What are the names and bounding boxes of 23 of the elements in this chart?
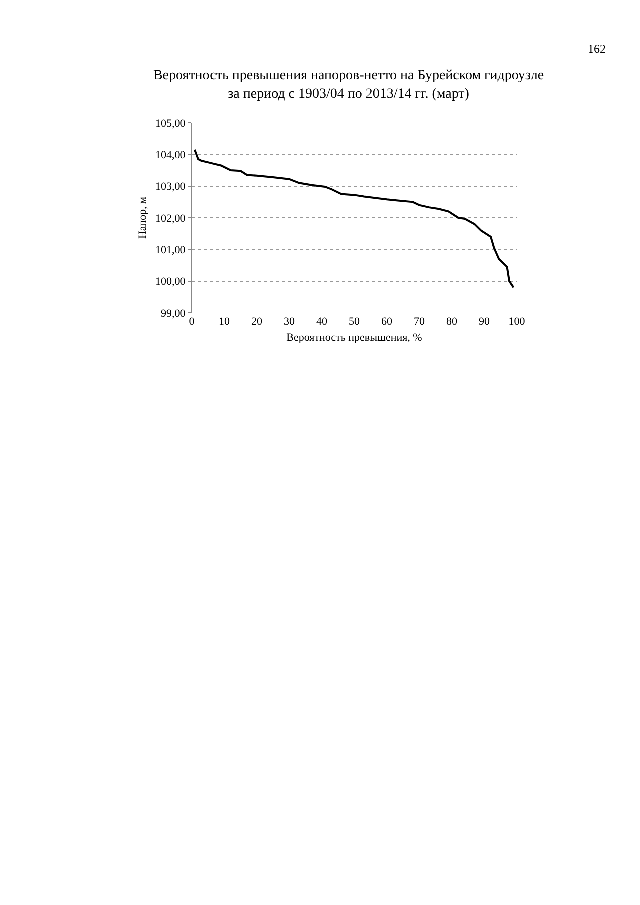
x-tick-label: 90: [479, 316, 490, 328]
x-tick-label: 50: [349, 316, 360, 328]
x-axis-title: Вероятность превышения, %: [286, 332, 422, 344]
x-tick-label: 100: [508, 316, 526, 328]
y-axis-title: Напор, м: [137, 196, 150, 240]
y-tick-label: 100,00: [156, 276, 186, 288]
y-tick-label: 102,00: [156, 212, 186, 225]
chart-title: Вероятность превышения напоров-нетто на Бурейском гидроузле за период с 1903/04 по 2013/14 гг. (март): [153, 68, 544, 102]
x-tick-label: 40: [316, 316, 328, 328]
y-tick-label: 105,00: [156, 118, 186, 130]
x-tick-label: 10: [219, 316, 230, 328]
x-tick-label: 80: [446, 316, 458, 328]
x-tick-label: 20: [252, 316, 263, 328]
y-tick-label: 104,00: [156, 150, 186, 162]
x-tick-label: 30: [284, 316, 296, 328]
text: 162: [588, 42, 606, 56]
line-series: [194, 148, 515, 289]
x-tick-label: 60: [382, 316, 393, 328]
x-tick-label: 0: [189, 316, 196, 328]
y-tick-label: 99,00: [161, 308, 186, 320]
y-tick-label: 103,00: [156, 181, 186, 194]
x-tick-label: 70: [414, 316, 426, 328]
y-tick-label: 101,00: [156, 244, 186, 257]
